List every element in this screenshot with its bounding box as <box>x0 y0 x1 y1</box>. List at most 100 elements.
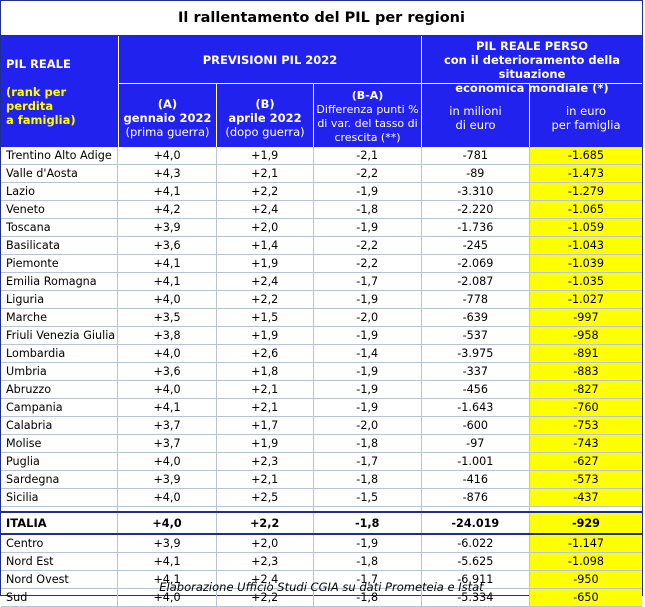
pil-apr-cell: +2,2 <box>215 290 314 309</box>
pil-apr-cell: +2,6 <box>215 344 314 363</box>
region-name-cell: Friuli Venezia Giulia <box>1 326 118 345</box>
header-col-ba: (B-A) Differenza punti % di var. del tas… <box>314 89 421 145</box>
region-name-cell: Sardegna <box>1 470 118 489</box>
region-name-cell: Toscana <box>1 218 118 237</box>
pil-diff-cell: -2,1 <box>312 147 422 165</box>
perso-milioni-cell: -456 <box>420 380 530 399</box>
region-name-cell: Campania <box>1 398 118 417</box>
region-name-cell: Abruzzo <box>1 380 118 399</box>
pil-diff-cell: -1,4 <box>312 344 422 363</box>
pil-jan-cell: +3,7 <box>117 416 217 435</box>
pil-apr-cell: +1,9 <box>215 326 314 345</box>
table-row: Toscana +3,9 +2,0 -1,9 -1.736 -1.059 <box>1 218 642 237</box>
header-previsioni: PREVISIONI PIL 2022 <box>202 53 338 67</box>
perso-famiglia-cell: -1.065 <box>528 200 642 219</box>
total-row: ITALIA +4,0 +2,2 -1,8 -24.019 -929 <box>1 511 642 535</box>
perso-milioni-cell: -3.310 <box>420 182 530 201</box>
table-row: Liguria +4,0 +2,2 -1,9 -778 -1.027 <box>1 290 642 309</box>
table-row: Emilia Romagna +4,1 +2,4 -1,7 -2.087 -1.035 <box>1 272 642 291</box>
pil-diff-cell: -2,2 <box>312 164 422 183</box>
pil-jan-cell: +3,8 <box>117 326 217 345</box>
pil-jan-cell: +3,9 <box>117 534 217 553</box>
perso-milioni-cell: -781 <box>420 147 530 165</box>
pil-jan-cell: +4,1 <box>117 398 217 417</box>
pil-jan-cell: +3,6 <box>117 236 217 255</box>
pil-diff-cell: -1,7 <box>312 272 422 291</box>
perso-milioni-cell: -778 <box>420 290 530 309</box>
perso-milioni-cell: -24.019 <box>420 511 530 535</box>
perso-milioni-cell: -2.069 <box>420 254 530 273</box>
perso-famiglia-cell: -1.147 <box>528 534 642 553</box>
perso-milioni-cell: -537 <box>420 326 530 345</box>
col-a-label: (A) <box>157 97 178 111</box>
pil-apr-cell: +2,3 <box>215 452 314 471</box>
perso-famiglia-cell: -1.043 <box>528 236 642 255</box>
pil-diff-cell: -1,9 <box>312 362 422 381</box>
source-note: Elaborazione Ufficio Studi CGIA su dati … <box>159 580 484 594</box>
perso-famiglia-cell: -997 <box>528 308 642 327</box>
pil-diff-cell: -1,9 <box>312 218 422 237</box>
perso-milioni-cell: -89 <box>420 164 530 183</box>
perso-milioni-cell: -337 <box>420 362 530 381</box>
pil-diff-cell: -1,9 <box>312 398 422 417</box>
pil-jan-cell: +4,0 <box>117 380 217 399</box>
perso-milioni-cell: -245 <box>420 236 530 255</box>
perso-milioni-cell: -1.001 <box>420 452 530 471</box>
perso-milioni-cell: -600 <box>420 416 530 435</box>
perso-milioni-cell: -97 <box>420 434 530 453</box>
pil-apr-cell: +2,4 <box>215 570 314 589</box>
macro-area-row: Centro +3,9 +2,0 -1,9 -6.022 -1.147 <box>1 534 642 553</box>
perso-milioni-cell: -876 <box>420 488 530 507</box>
header-divider <box>118 83 642 84</box>
table-row: Abruzzo +4,0 +2,1 -1,9 -456 -827 <box>1 380 642 399</box>
pil-diff-cell: -1,9 <box>312 290 422 309</box>
header-divider <box>421 36 422 147</box>
pil-jan-cell: +4,1 <box>117 182 217 201</box>
region-name-cell: Molise <box>1 434 118 453</box>
rank-note-line: (rank per <box>6 85 67 99</box>
table-row: Umbria +3,6 +1,8 -1,9 -337 -883 <box>1 362 642 381</box>
perso-milioni-cell: -2.087 <box>420 272 530 291</box>
table-row: Basilicata +3,6 +1,4 -2,2 -245 -1.043 <box>1 236 642 255</box>
col-a-note: (prima guerra) <box>125 125 210 139</box>
pil-diff-cell: -1,8 <box>312 200 422 219</box>
pil-perso-line: con il deterioramento della situazione <box>443 53 621 81</box>
page-title: Il rallentamento del PIL per regioni <box>1 1 642 36</box>
header-col-famiglia: in euro per famiglia <box>530 104 642 132</box>
region-name-cell: Centro <box>1 534 118 553</box>
pil-apr-cell: +2,1 <box>215 380 314 399</box>
pil-apr-cell: +2,0 <box>215 218 314 237</box>
perso-milioni-cell: -3.975 <box>420 344 530 363</box>
perso-famiglia-cell: -1.035 <box>528 272 642 291</box>
table-row: Sardegna +3,9 +2,1 -1,8 -416 -573 <box>1 470 642 489</box>
pil-apr-cell: +1,7 <box>215 416 314 435</box>
region-name-cell: Valle d'Aosta <box>1 164 118 183</box>
table-row: Marche +3,5 +1,5 -2,0 -639 -997 <box>1 308 642 327</box>
pil-apr-cell: +2,1 <box>215 164 314 183</box>
header-band <box>1 36 642 147</box>
header-col-milioni: in milioni di euro <box>422 104 529 132</box>
macro-area-row: Nord Ovest +4,1 +2,4 -1,7 -6.911 -950 <box>1 570 642 589</box>
perso-famiglia-cell: -827 <box>528 380 642 399</box>
col-milioni-line: di euro <box>455 118 496 132</box>
table-row: Molise +3,7 +1,9 -1,8 -97 -743 <box>1 434 642 453</box>
header-rank-note: (rank per perdita a famiglia) <box>6 85 76 127</box>
pil-diff-cell: -1,8 <box>312 470 422 489</box>
pil-apr-cell: +2,4 <box>215 272 314 291</box>
region-name-cell: ITALIA <box>1 511 118 535</box>
perso-milioni-cell: -6.022 <box>420 534 530 553</box>
perso-milioni-cell: -1.643 <box>420 398 530 417</box>
pil-jan-cell: +3,9 <box>117 470 217 489</box>
pil-jan-cell: +4,3 <box>117 164 217 183</box>
pil-perso-line: economica mondiale (*) <box>455 81 609 95</box>
macro-area-row: Nord Est +4,1 +2,3 -1,8 -5.625 -1.098 <box>1 552 642 571</box>
rank-note-line: a famiglia) <box>6 113 76 127</box>
pil-diff-cell: -2,2 <box>312 236 422 255</box>
header-pil-reale: PIL REALE <box>6 57 71 71</box>
perso-famiglia-cell: -891 <box>528 344 642 363</box>
perso-milioni-cell: -2.220 <box>420 200 530 219</box>
header-divider <box>216 83 217 147</box>
col-ba-line: di var. del tasso di <box>317 117 418 130</box>
perso-famiglia-cell: -753 <box>528 416 642 435</box>
pil-apr-cell: +1,5 <box>215 308 314 327</box>
